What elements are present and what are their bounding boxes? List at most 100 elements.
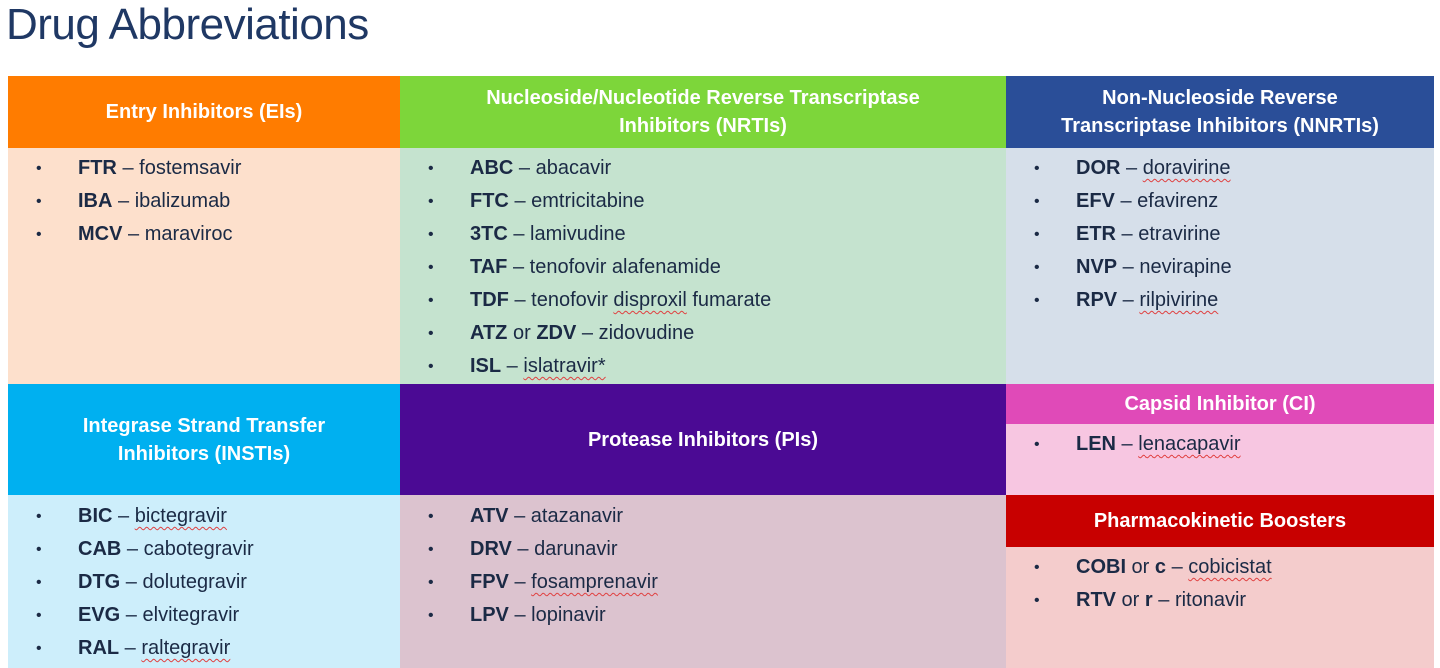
list-capsid-inhibitor: LEN – lenacapavir xyxy=(1006,424,1434,495)
drug-abbr: TDF xyxy=(470,289,509,311)
drug-name: doravirine xyxy=(1142,157,1231,179)
header-capsid-inhibitor: Capsid Inhibitor (CI) xyxy=(1006,384,1434,424)
drug-name: nevirapine xyxy=(1139,256,1232,278)
drug-name: tenofovir disproxil fumarate xyxy=(531,289,772,311)
page-title: Drug Abbreviations xyxy=(6,0,369,49)
drug-abbr: NVP xyxy=(1076,256,1118,278)
header-label-line2: Transcriptase Inhibitors (NNRTIs) xyxy=(1061,115,1379,137)
drug-abbr: IBA xyxy=(78,190,113,212)
drug-abbr: ETR xyxy=(1076,223,1116,245)
drug-name: bictegravir xyxy=(134,505,227,527)
drug-abbr: BIC xyxy=(78,505,113,527)
drug-name: tenofovir alafenamide xyxy=(529,256,721,278)
drug-abbr: ATZ xyxy=(470,322,508,344)
header-label-line2: Inhibitors (INSTIs) xyxy=(117,442,291,465)
list-item: ISL – islatravir* xyxy=(400,350,1006,383)
drug-name: emtricitabine xyxy=(531,190,645,212)
drug-name: cobicistat xyxy=(1188,556,1272,578)
drug-abbr: RTV xyxy=(1076,589,1116,611)
list-item: DOR – doravirine xyxy=(1006,152,1434,185)
list-item: BIC – bictegravir xyxy=(8,500,400,533)
list-item: ABC – abacavir xyxy=(400,152,1006,185)
drug-name: elvitegravir xyxy=(142,604,240,626)
list-item: DRV – darunavir xyxy=(400,533,1006,566)
drug-abbr-alt: c xyxy=(1154,556,1167,578)
list-item: RTV or r – ritonavir xyxy=(1006,584,1434,617)
drug-abbr: DTG xyxy=(78,571,121,593)
drug-name: ritonavir xyxy=(1174,589,1247,611)
header-protease-inhibitors: Protease Inhibitors (PIs) xyxy=(400,384,1006,495)
drug-name: abacavir xyxy=(535,157,612,179)
list-item: NVP – nevirapine xyxy=(1006,251,1434,284)
drug-abbr: DOR xyxy=(1076,157,1121,179)
list-item: RAL – raltegravir xyxy=(8,632,400,665)
drug-name: lamivudine xyxy=(530,223,626,245)
list-item: RPV – rilpivirine xyxy=(1006,284,1434,317)
list-item: IBA – ibalizumab xyxy=(8,185,400,218)
header-label: Protease Inhibitors (PIs) xyxy=(587,428,819,451)
drug-abbr: RAL xyxy=(78,637,120,659)
drug-abbr: EFV xyxy=(1076,190,1115,212)
drug-name: lopinavir xyxy=(531,604,606,626)
list-entry-inhibitors: FTR – fostemsavir IBA – ibalizumab MCV –… xyxy=(8,148,400,384)
header-entry-inhibitors: Entry Inhibitors (EIs) xyxy=(8,76,400,148)
drug-abbr: CAB xyxy=(78,538,122,560)
drug-abbr: FTR xyxy=(78,157,117,179)
drug-name: raltegravir xyxy=(141,637,231,659)
list-item: COBI or c – cobicistat xyxy=(1006,551,1434,584)
drug-abbr: ISL xyxy=(470,355,502,377)
drug-name: lenacapavir xyxy=(1138,433,1241,455)
drug-name: atazanavir xyxy=(530,505,624,527)
drug-abbr-alt: ZDV xyxy=(536,322,577,344)
list-instis: BIC – bictegravir CAB – cabotegravir DTG… xyxy=(8,495,400,668)
drug-abbr: DRV xyxy=(470,538,512,560)
header-pharmacokinetic-boosters: Pharmacokinetic Boosters xyxy=(1006,495,1434,547)
drug-name: fosamprenavir xyxy=(531,571,658,593)
drug-name: maraviroc xyxy=(144,223,233,245)
header-label: Pharmacokinetic Boosters xyxy=(1093,510,1347,532)
list-pharmacokinetic-boosters: COBI or c – cobicistat RTV or r – ritona… xyxy=(1006,547,1434,668)
drug-abbr: LPV xyxy=(470,604,509,626)
drug-abbr: EVG xyxy=(78,604,121,626)
list-nrtis: ABC – abacavir FTC – emtricitabine 3TC –… xyxy=(400,148,1006,384)
list-item: CAB – cabotegravir xyxy=(8,533,400,566)
list-item: DTG – dolutegravir xyxy=(8,566,400,599)
header-nrtis: Nucleoside/Nucleotide Reverse Transcript… xyxy=(400,76,1006,148)
header-label-line2: Inhibitors (NRTIs) xyxy=(619,115,787,137)
list-item: EFV – efavirenz xyxy=(1006,185,1434,218)
list-item: EVG – elvitegravir xyxy=(8,599,400,632)
drug-name: fostemsavir xyxy=(139,157,242,179)
drug-abbr: ATV xyxy=(470,505,509,527)
list-item: LEN – lenacapavir xyxy=(1006,428,1434,461)
list-protease-inhibitors: ATV – atazanavir DRV – darunavir FPV – f… xyxy=(400,495,1006,668)
drug-name: cabotegravir xyxy=(143,538,254,560)
drug-name: islatravir* xyxy=(523,355,606,377)
drug-name: ibalizumab xyxy=(134,190,231,212)
drug-name: darunavir xyxy=(534,538,618,560)
header-nnrtis: Non-Nucleoside Reverse Transcriptase Inh… xyxy=(1006,76,1434,148)
list-item: ATV – atazanavir xyxy=(400,500,1006,533)
list-item: TDF – tenofovir disproxil fumarate xyxy=(400,284,1006,317)
header-label: Entry Inhibitors (EIs) xyxy=(105,101,303,123)
list-item: ETR – etravirine xyxy=(1006,218,1434,251)
drug-name: efavirenz xyxy=(1137,190,1219,212)
header-instis: Integrase Strand Transfer Inhibitors (IN… xyxy=(8,384,400,495)
drug-name: etravirine xyxy=(1138,223,1221,245)
drug-abbr: TAF xyxy=(470,256,508,278)
list-item: 3TC – lamivudine xyxy=(400,218,1006,251)
header-label-line1: Nucleoside/Nucleotide Reverse Transcript… xyxy=(486,87,920,109)
drug-name: dolutegravir xyxy=(142,571,247,593)
list-item: ATZ or ZDV – zidovudine xyxy=(400,317,1006,350)
drug-abbr: FTC xyxy=(470,190,509,212)
drug-abbr: COBI xyxy=(1076,556,1126,578)
header-label-line1: Integrase Strand Transfer xyxy=(82,414,326,437)
list-nnrtis: DOR – doravirine EFV – efavirenz ETR – e… xyxy=(1006,148,1434,384)
header-label: Capsid Inhibitor (CI) xyxy=(1124,393,1316,415)
drug-abbr: MCV xyxy=(78,223,123,245)
list-item: FPV – fosamprenavir xyxy=(400,566,1006,599)
list-item: MCV – maraviroc xyxy=(8,218,400,251)
drug-abbr: RPV xyxy=(1076,289,1118,311)
drug-abbr-alt: r xyxy=(1144,589,1153,611)
list-item: FTR – fostemsavir xyxy=(8,152,400,185)
